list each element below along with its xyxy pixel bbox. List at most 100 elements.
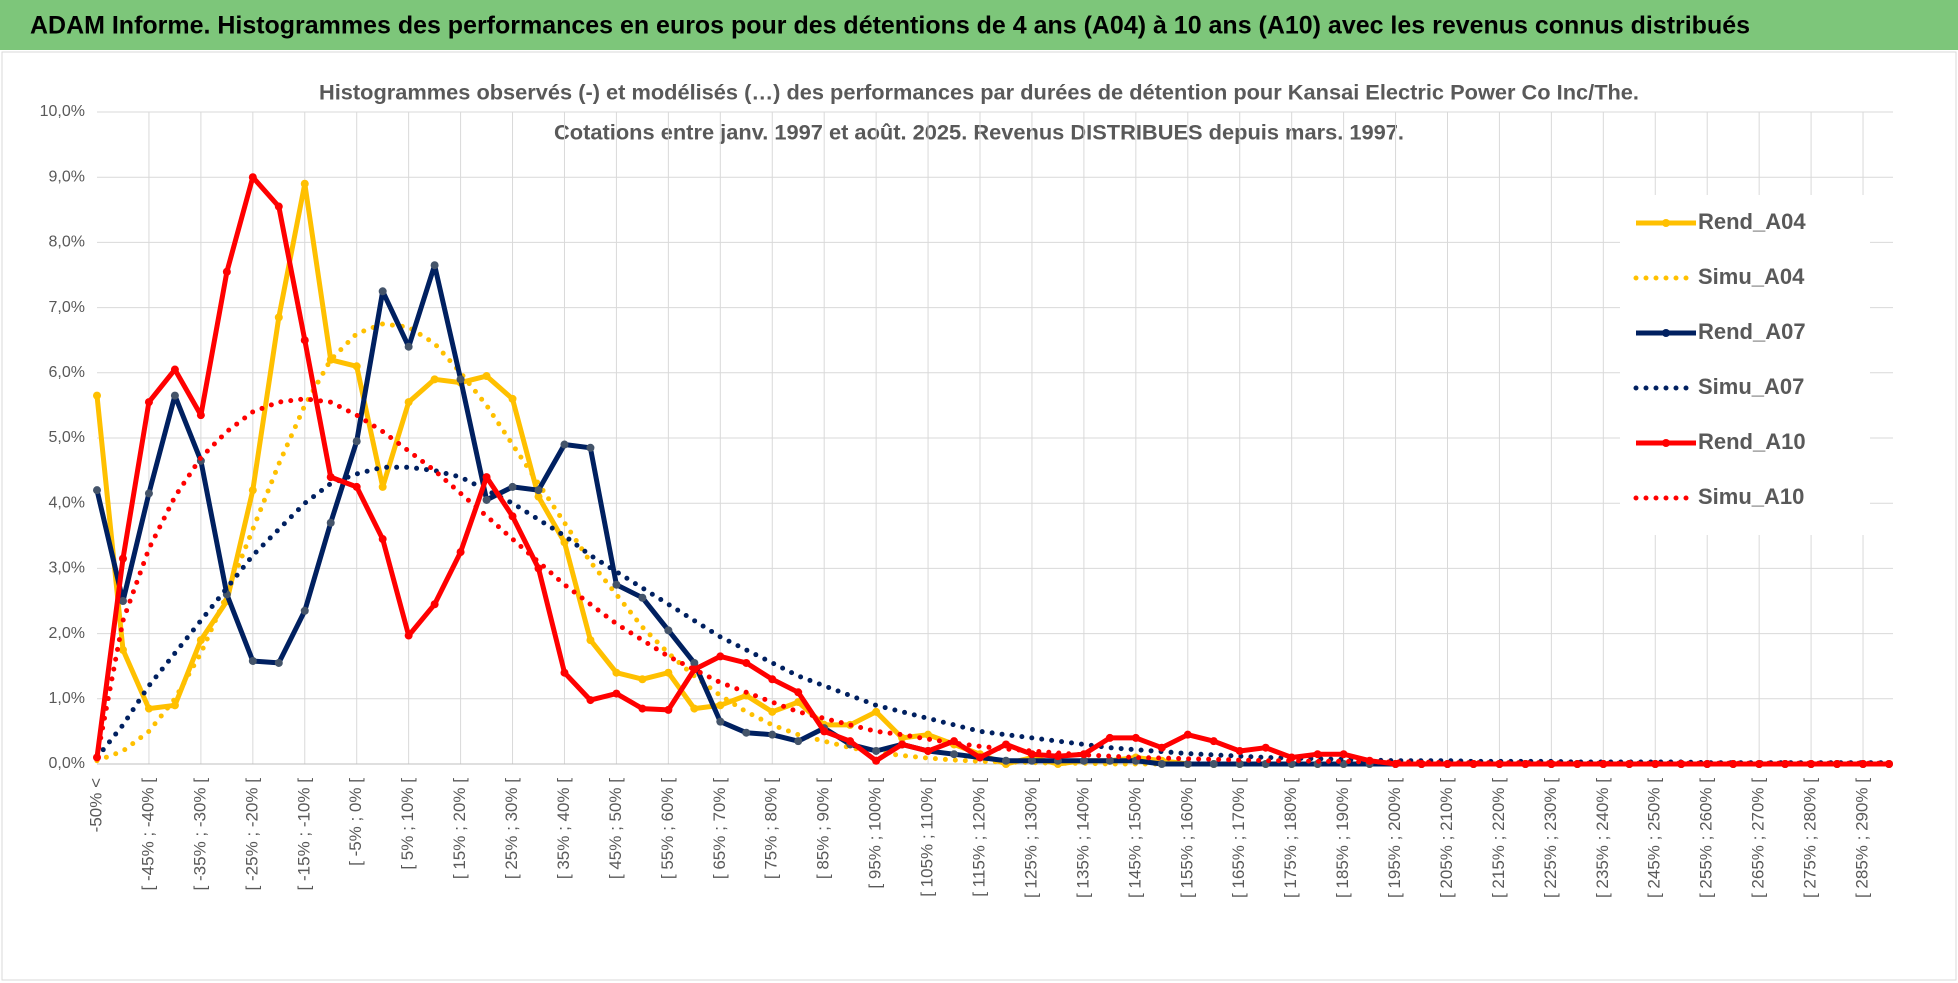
series	[94, 396, 1892, 766]
data-point	[456, 375, 465, 384]
series-line	[94, 396, 1892, 766]
data-point	[1079, 750, 1088, 759]
x-tick-label: [ 165% ; 170% [	[1229, 778, 1248, 898]
x-tick-label: [ 95% ; 100% [	[866, 778, 885, 889]
data-point	[638, 593, 647, 602]
data-point	[1209, 760, 1218, 768]
x-tick-label: [ 5% ; 10% [	[398, 778, 417, 870]
data-point	[248, 486, 257, 495]
data-point	[430, 261, 439, 270]
data-point	[794, 688, 803, 697]
data-point	[820, 727, 829, 736]
data-point	[170, 701, 179, 710]
banner-title: ADAM Informe. Histogrammes des performan…	[30, 12, 1750, 40]
data-point	[118, 597, 127, 605]
data-point	[196, 636, 205, 645]
data-point	[274, 202, 283, 211]
x-tick-label: [ 185% ; 190% [	[1333, 778, 1352, 898]
x-tick-label: [ 275% ; 280% [	[1801, 778, 1820, 898]
data-point	[690, 704, 699, 713]
data-point	[508, 394, 517, 403]
data-point	[430, 375, 439, 384]
data-point	[976, 753, 985, 762]
y-tick-label: 3,0%	[49, 560, 85, 577]
chart-subtitle: Cotations entre janv. 1997 et août. 2025…	[554, 122, 1404, 145]
x-tick-label: [ 65% ; 70% [	[710, 778, 729, 879]
data-point	[144, 398, 153, 407]
x-tick-label: [ 15% ; 20% [	[450, 778, 469, 879]
x-tick-label: [ 105% ; 110% [	[918, 778, 937, 897]
data-point	[430, 600, 439, 609]
data-point	[326, 518, 335, 527]
data-point	[248, 656, 257, 665]
data-point	[404, 398, 413, 407]
data-point	[1183, 760, 1192, 768]
data-point	[144, 704, 153, 713]
data-point	[1313, 750, 1322, 759]
x-tick-label: [ 265% ; 270% [	[1749, 778, 1768, 898]
data-point	[898, 740, 907, 749]
data-point	[924, 746, 933, 755]
x-tick-label: -50% <	[86, 778, 105, 832]
legend-marker	[1662, 329, 1670, 337]
data-point	[378, 482, 387, 491]
x-tick-label: [ 195% ; 200% [	[1385, 778, 1404, 898]
series	[94, 321, 1892, 767]
y-tick-label: 5,0%	[49, 429, 85, 446]
data-point	[768, 707, 777, 716]
data-point	[508, 512, 517, 521]
x-tick-label: [ -5% ; 0% [	[346, 778, 365, 866]
data-point	[534, 564, 543, 573]
legend-label: Rend_A07	[1698, 319, 1806, 344]
data-point	[1339, 760, 1348, 768]
data-point	[1157, 760, 1166, 768]
data-point	[326, 473, 335, 482]
data-point	[1859, 760, 1868, 768]
data-point	[664, 626, 673, 635]
x-tick-label: [ 115% ; 120% [	[969, 778, 988, 897]
data-point	[586, 636, 595, 645]
data-point	[404, 342, 413, 351]
data-point	[768, 730, 777, 739]
x-tick-label: [ 205% ; 210% [	[1437, 778, 1456, 898]
x-tick-label: [ 55% ; 60% [	[658, 778, 677, 879]
x-tick-label: [ 245% ; 250% [	[1645, 778, 1664, 898]
x-tick-label: [ 285% ; 290% [	[1853, 778, 1872, 898]
data-point	[93, 391, 101, 400]
x-tick-label: [ -25% ; -20% [	[242, 778, 261, 891]
data-point	[378, 287, 387, 296]
x-tick-label: [ 255% ; 260% [	[1697, 778, 1716, 898]
x-tick-label: [ 85% ; 90% [	[814, 778, 833, 879]
x-tick-label: [ -15% ; -10% [	[294, 778, 313, 891]
y-tick-label: 2,0%	[49, 625, 85, 642]
data-point	[482, 473, 491, 482]
x-tick-label: [ -35% ; -30% [	[190, 778, 209, 891]
y-tick-label: 6,0%	[49, 364, 85, 381]
data-point	[1079, 756, 1088, 765]
data-point	[144, 489, 153, 498]
data-point	[1599, 760, 1608, 768]
data-point	[1469, 760, 1478, 768]
legend-marker	[1662, 439, 1670, 447]
chart-title: Histogrammes observés (-) et modélisés (…	[319, 82, 1639, 105]
data-point	[274, 658, 283, 667]
x-tick-label: [ 215% ; 220% [	[1489, 778, 1508, 898]
data-point	[664, 668, 673, 677]
data-point	[1157, 743, 1166, 752]
data-point	[716, 652, 725, 661]
data-point	[560, 440, 569, 449]
data-point	[664, 705, 673, 714]
data-point	[118, 554, 127, 563]
data-point	[924, 730, 933, 739]
data-point	[93, 486, 101, 495]
data-point	[1105, 756, 1114, 765]
data-point	[170, 391, 179, 400]
data-point	[742, 728, 751, 737]
data-point	[196, 411, 205, 420]
legend-marker	[1662, 219, 1670, 227]
data-point	[638, 704, 647, 713]
legend-label: Simu_A10	[1698, 484, 1804, 509]
data-point	[1183, 730, 1192, 739]
data-point	[404, 631, 413, 640]
legend-label: Rend_A04	[1698, 209, 1806, 234]
